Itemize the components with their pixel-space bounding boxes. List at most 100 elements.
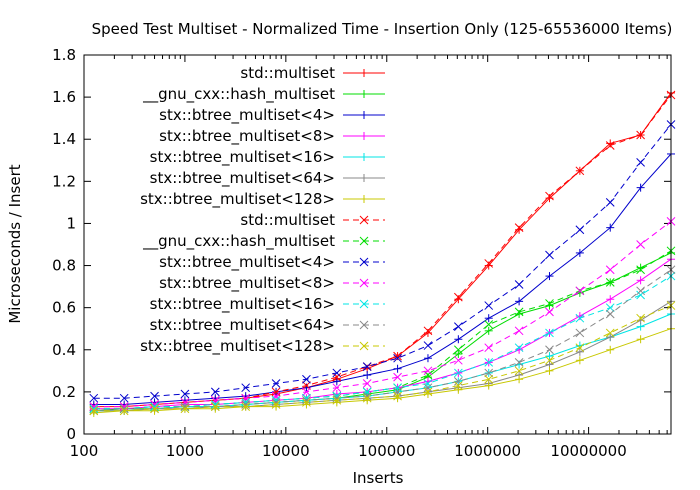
y-tick-label: 0.8 — [52, 257, 76, 275]
data-point — [605, 303, 615, 313]
data-point — [484, 259, 494, 268]
data-point — [514, 358, 524, 367]
data-point — [119, 406, 129, 416]
data-point — [454, 335, 463, 344]
data-point — [545, 328, 554, 338]
data-point — [453, 355, 463, 365]
data-point — [119, 393, 129, 403]
legend-entry: stx::btree_multiset<8> — [159, 274, 385, 293]
data-point — [89, 406, 99, 416]
data-point — [362, 393, 372, 403]
data-point — [332, 377, 341, 386]
data-point — [271, 379, 281, 388]
data-point — [514, 223, 524, 233]
data-point — [545, 299, 554, 308]
data-point — [423, 387, 433, 397]
data-point — [89, 402, 99, 411]
series-line — [93, 94, 672, 408]
data-point — [575, 248, 584, 257]
legend-label: stx::btree_multiset<8> — [159, 127, 335, 146]
data-point — [89, 393, 99, 403]
data-point — [453, 345, 463, 355]
data-point — [453, 368, 463, 378]
data-point — [393, 383, 402, 393]
y-tick-label: 1 — [66, 214, 76, 232]
data-point — [575, 286, 585, 296]
data-point — [271, 398, 281, 407]
series-9 — [89, 120, 676, 403]
data-point — [180, 402, 190, 411]
data-point — [271, 391, 281, 401]
x-tick-label: 10000000 — [550, 442, 626, 460]
data-point — [605, 198, 615, 207]
data-point — [575, 328, 585, 338]
legend-label: std::multiset — [240, 211, 335, 229]
data-point — [636, 265, 645, 275]
data-point — [362, 387, 372, 397]
data-point — [545, 272, 554, 281]
data-point — [423, 326, 433, 336]
data-point — [180, 398, 190, 407]
legend-label: stx::btree_multiset<128> — [140, 190, 335, 209]
data-point — [423, 354, 432, 363]
legend-entry: std::multiset — [240, 211, 385, 229]
data-point — [332, 368, 342, 378]
legend-entry: std::multiset — [240, 64, 385, 82]
data-point — [484, 301, 494, 310]
legend-entry: stx::btree_multiset<4> — [159, 253, 385, 272]
plot-area — [89, 88, 676, 417]
y-tick-label: 0.6 — [52, 299, 76, 317]
series-line — [93, 153, 672, 405]
data-point — [575, 313, 585, 323]
data-point — [484, 343, 494, 353]
data-point — [332, 372, 342, 382]
data-point — [393, 364, 402, 373]
legend-entry: stx::btree_multiset<8> — [159, 127, 385, 146]
legend-entry: stx::btree_multiset<4> — [159, 106, 385, 125]
data-point — [484, 374, 494, 384]
series-10 — [89, 216, 676, 411]
y-tick-label: 0 — [66, 425, 76, 443]
data-point — [362, 379, 372, 388]
y-tick-label: 1.8 — [52, 46, 76, 64]
data-point — [241, 400, 251, 409]
legend-entry: __gnu_cxx::hash_multiset — [142, 232, 385, 251]
data-point — [180, 389, 190, 399]
data-point — [150, 402, 159, 411]
x-tick-label: 100 — [70, 442, 99, 460]
data-point — [575, 347, 584, 356]
data-point — [575, 166, 585, 176]
data-point — [119, 404, 129, 414]
x-tick-label: 10000 — [262, 442, 310, 460]
series-line — [93, 124, 672, 399]
data-point — [393, 387, 402, 397]
y-axis-label: Microseconds / Insert — [6, 164, 24, 323]
data-point — [423, 379, 433, 388]
data-point — [636, 290, 645, 300]
data-point — [393, 372, 402, 382]
data-point — [453, 322, 463, 331]
data-point — [89, 404, 99, 414]
data-point — [484, 320, 494, 329]
data-point — [545, 352, 554, 361]
legend-entry: stx::btree_multiset<128> — [140, 337, 385, 356]
legend-entry: __gnu_cxx::hash_multiset — [142, 85, 385, 104]
data-point — [636, 130, 645, 140]
x-tick-label: 100000 — [358, 442, 415, 460]
data-point — [241, 398, 251, 407]
legend-label: stx::btree_multiset<16> — [150, 148, 335, 167]
series-line — [93, 269, 672, 412]
data-point — [453, 377, 463, 386]
legend-label: __gnu_cxx::hash_multiset — [142, 85, 335, 104]
y-tick-label: 1.6 — [52, 88, 76, 106]
data-point — [454, 385, 463, 394]
data-point — [423, 341, 433, 350]
data-point — [210, 395, 220, 405]
data-point — [606, 333, 615, 342]
data-point — [606, 345, 615, 354]
data-point — [271, 400, 281, 409]
data-point — [636, 335, 645, 344]
data-point — [210, 402, 220, 411]
data-point — [180, 404, 190, 414]
data-point — [363, 371, 372, 380]
